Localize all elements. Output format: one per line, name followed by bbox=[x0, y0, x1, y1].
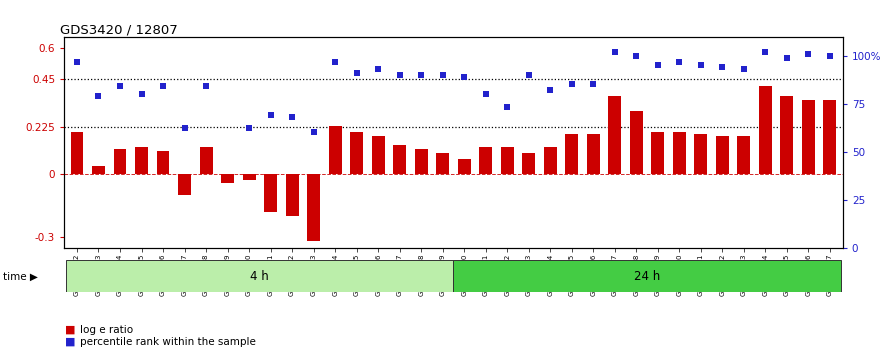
Bar bbox=[630, 111, 643, 174]
Bar bbox=[823, 101, 837, 174]
Bar bbox=[609, 96, 621, 174]
Bar bbox=[372, 136, 384, 174]
Bar bbox=[544, 147, 557, 174]
Bar bbox=[264, 174, 277, 212]
Bar bbox=[286, 174, 298, 216]
Bar bbox=[114, 149, 126, 174]
Bar bbox=[501, 147, 514, 174]
Bar bbox=[480, 147, 492, 174]
Bar bbox=[92, 166, 105, 174]
Bar bbox=[135, 147, 148, 174]
Bar bbox=[157, 151, 169, 174]
Bar bbox=[221, 174, 234, 183]
Bar bbox=[307, 174, 320, 241]
Bar bbox=[716, 136, 729, 174]
Bar bbox=[243, 174, 255, 181]
Bar bbox=[66, 260, 453, 292]
Bar bbox=[651, 132, 664, 174]
Bar bbox=[457, 159, 471, 174]
Bar bbox=[70, 132, 84, 174]
Bar bbox=[199, 147, 213, 174]
Text: 4 h: 4 h bbox=[250, 270, 269, 282]
Text: time ▶: time ▶ bbox=[3, 272, 37, 282]
Bar bbox=[587, 134, 600, 174]
Bar bbox=[738, 136, 750, 174]
Bar bbox=[415, 149, 427, 174]
Bar bbox=[781, 96, 793, 174]
Bar bbox=[759, 86, 772, 174]
Bar bbox=[802, 101, 815, 174]
Text: ■: ■ bbox=[65, 337, 76, 347]
Bar bbox=[178, 174, 191, 195]
Text: ■: ■ bbox=[65, 324, 76, 334]
Bar bbox=[522, 153, 535, 174]
Bar bbox=[453, 260, 841, 292]
Bar bbox=[694, 134, 708, 174]
Text: percentile rank within the sample: percentile rank within the sample bbox=[80, 337, 256, 347]
Bar bbox=[673, 132, 686, 174]
Text: log e ratio: log e ratio bbox=[80, 325, 134, 335]
Text: GDS3420 / 12807: GDS3420 / 12807 bbox=[61, 23, 178, 36]
Bar bbox=[565, 134, 578, 174]
Bar bbox=[436, 153, 449, 174]
Bar bbox=[350, 132, 363, 174]
Text: 24 h: 24 h bbox=[634, 270, 660, 282]
Bar bbox=[393, 144, 406, 174]
Bar bbox=[328, 126, 342, 174]
